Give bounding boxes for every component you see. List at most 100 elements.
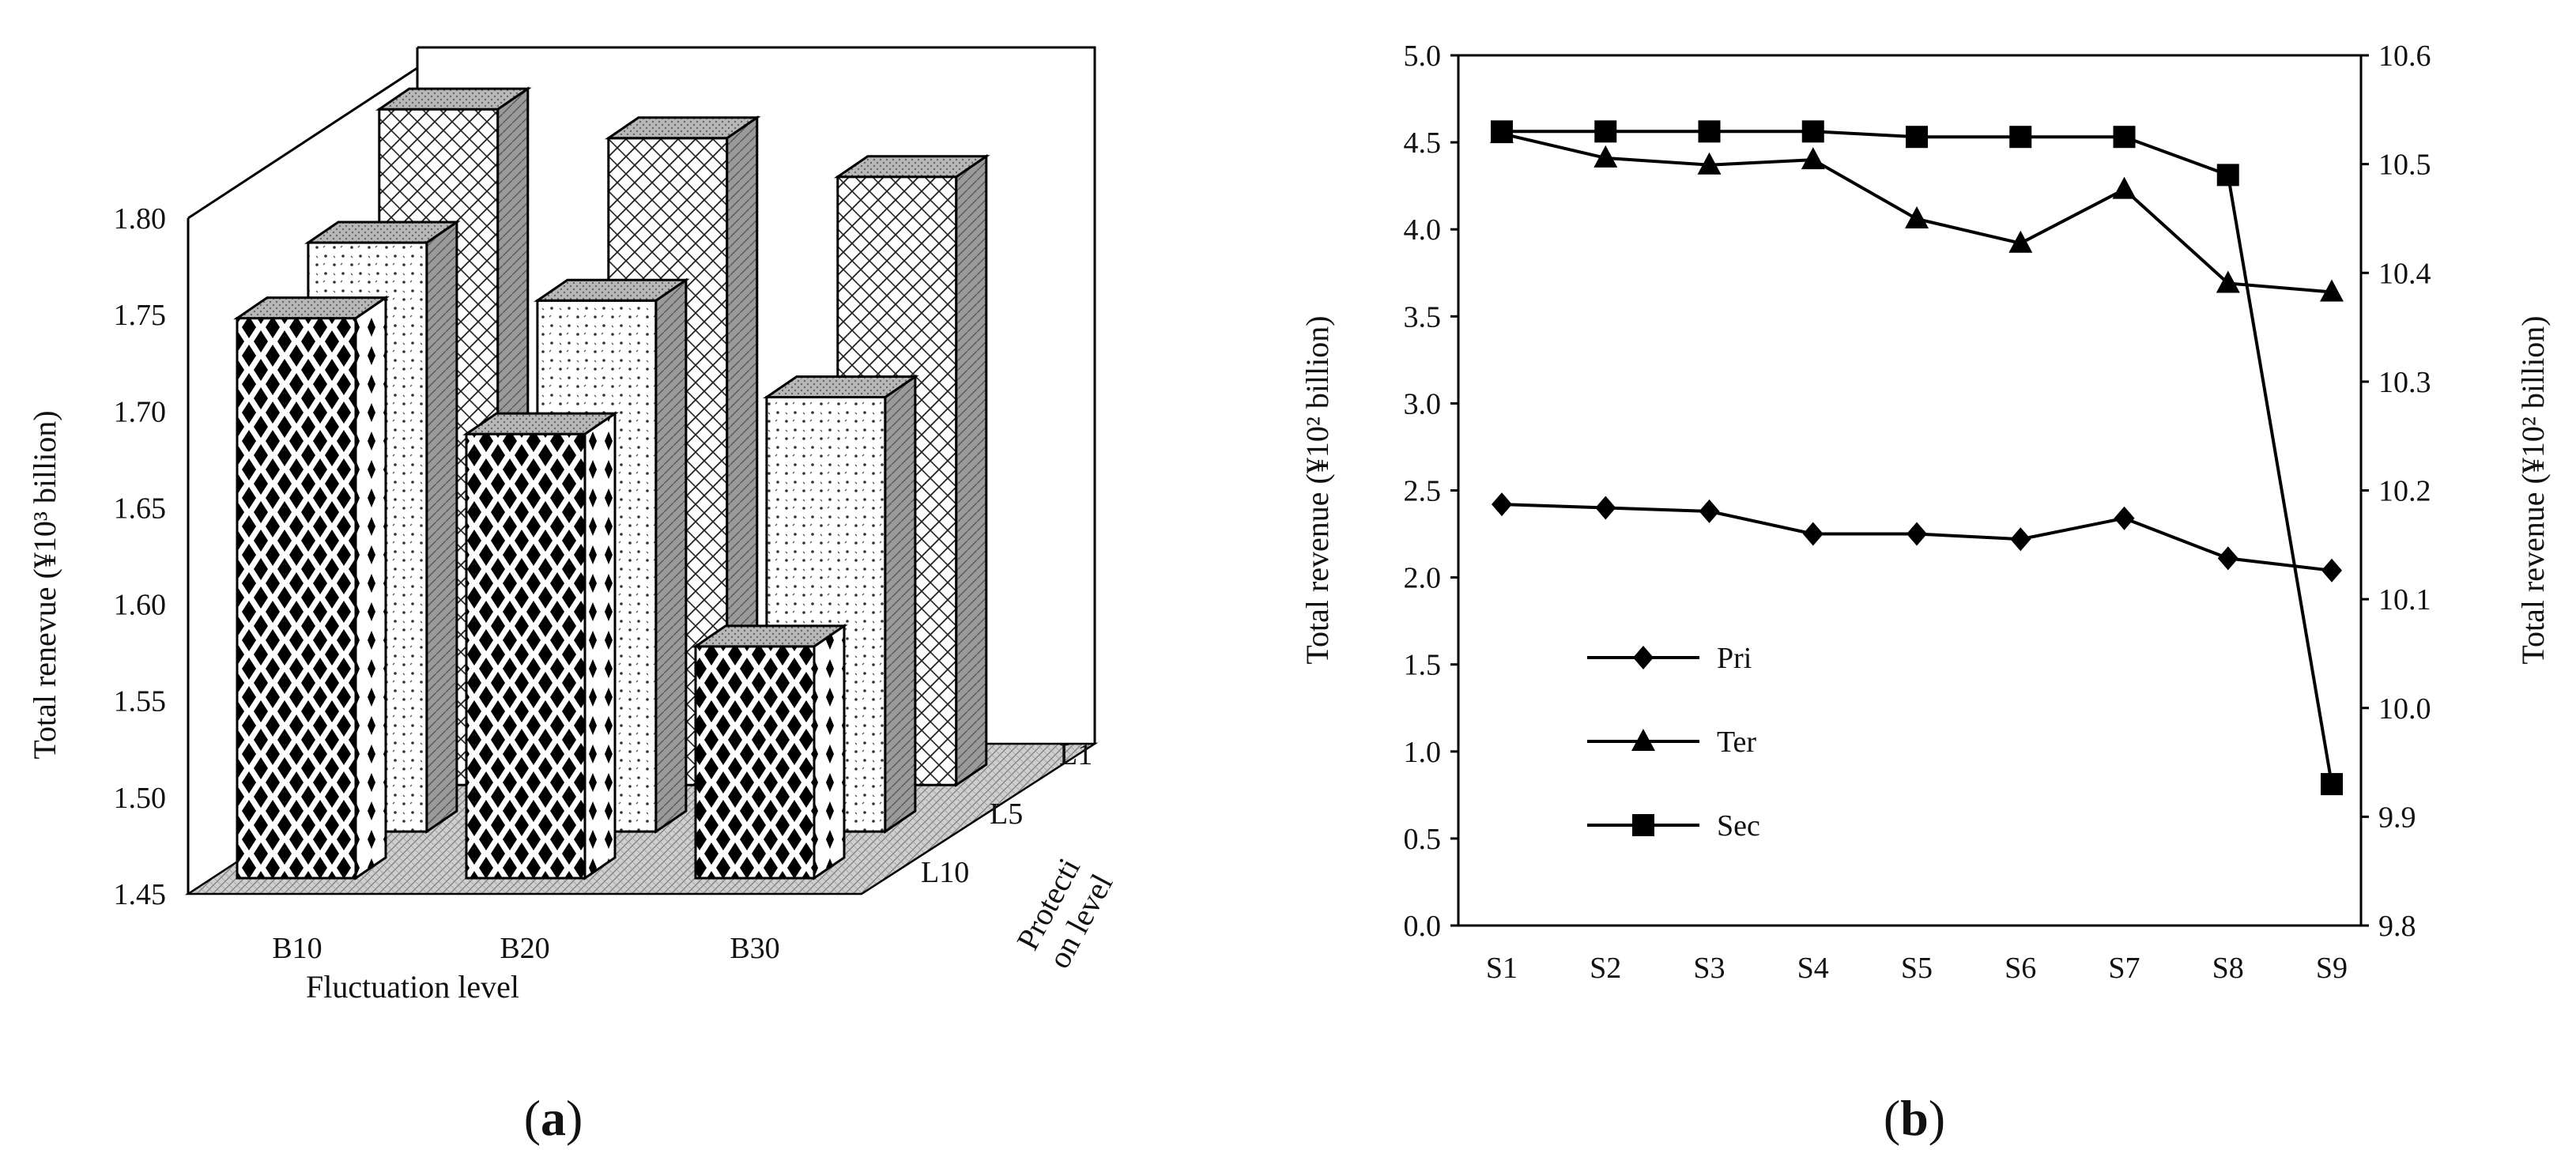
bar-front-face	[465, 432, 586, 880]
chart-b-left-tick-label: 2.5	[1404, 475, 1442, 508]
panel-label-a: (a)	[524, 1090, 583, 1146]
chart-a-y-tick-label: 1.50	[114, 782, 167, 815]
legend-swatch-marker	[1632, 814, 1654, 836]
series-sec-point-s4	[1801, 120, 1824, 143]
chart-a-x-tick-label: B20	[500, 932, 549, 965]
series-ter	[1490, 121, 2344, 302]
chart-b-right-tick-label: 10.2	[2378, 475, 2431, 508]
bar-L10-B30	[692, 624, 848, 880]
bar-side-face	[813, 624, 846, 880]
chart-a-depth-tick-label: L10	[921, 856, 969, 889]
series-sec-point-s7	[2113, 126, 2136, 149]
chart-a-x-axis-label: Fluctuation level	[306, 969, 519, 1005]
series-sec	[1491, 120, 2343, 796]
chart-b-left-tick-label: 4.0	[1404, 213, 1442, 247]
series-sec-point-s6	[2009, 126, 2032, 149]
legend-item-pri: Pri	[1587, 642, 1752, 675]
series-pri-point-s3	[1699, 499, 1720, 523]
legend-swatch-marker	[1633, 646, 1654, 669]
series-ter-point-s2	[1593, 145, 1618, 168]
series-pri-point-s1	[1492, 492, 1512, 517]
chart-b-left-tick-label: 4.5	[1404, 126, 1442, 160]
chart-a-y-tick-label: 1.70	[114, 395, 167, 428]
chart-b-right-tick-label: 10.3	[2378, 366, 2431, 399]
bar-top-face	[534, 278, 690, 302]
series-ter-point-s8	[2216, 270, 2240, 293]
bar-top-face	[833, 155, 990, 179]
chart-b-left-y-ticks: 0.0 0.5 1.0 1.5 2.0 2.5 3.0 3.5 4.0 4.5 5.0	[1404, 40, 1458, 943]
chart-b-left-tick-label: 2.0	[1404, 562, 1442, 595]
legend-item-ter: Ter	[1587, 726, 1756, 759]
series-sec-line	[1502, 130, 2333, 785]
chart-b-right-tick-label: 10.6	[2378, 40, 2431, 73]
chart-b-x-tick-label: S6	[2005, 952, 2036, 985]
series-ter-point-s3	[1697, 152, 1722, 175]
series-pri-point-s8	[2217, 546, 2238, 571]
chart-b-x-ticks: S1 S2 S3 S4 S5 S6 S7 S8 S9	[1486, 952, 2348, 985]
series-pri-point-s5	[1907, 522, 1927, 546]
bar-top-face	[763, 375, 919, 398]
chart-b-x-tick-label: S8	[2212, 952, 2244, 985]
chart-a-depth-tick-label: L5	[990, 797, 1023, 831]
series-ter-point-s4	[1801, 147, 1825, 170]
chart-a: 1.451.501.551.601.651.701.751.80 B10 B20 B…	[27, 46, 1120, 1005]
series-sec-point-s1	[1491, 120, 1513, 143]
bar-front-face	[236, 317, 357, 880]
series-pri-point-s2	[1595, 496, 1616, 520]
chart-b-left-y-axis-label: Total revenue (¥10² billion)	[1299, 315, 1335, 664]
series-sec-point-s3	[1698, 120, 1721, 143]
chart-b-right-tick-label: 10.5	[2378, 149, 2431, 182]
chart-b-right-y-axis-label: Total revenue (¥10² billion)	[2515, 315, 2551, 664]
chart-a-y-tick-label: 1.60	[114, 589, 167, 622]
chart-b-right-tick-label: 10.4	[2378, 257, 2431, 290]
chart-b-x-tick-label: S5	[1901, 952, 1933, 985]
series-pri	[1492, 492, 2342, 583]
chart-b-x-tick-label: S4	[1797, 952, 1829, 985]
chart-b-left-tick-label: 1.5	[1404, 649, 1442, 682]
chart-a-y-tick-label: 1.80	[114, 202, 167, 236]
legend-label: Sec	[1717, 809, 1760, 843]
bar-side-face	[955, 153, 988, 788]
bar-top-face	[304, 221, 461, 244]
chart-b-right-tick-label: 9.9	[2378, 801, 2416, 834]
chart-a-bars	[233, 86, 990, 880]
chart-b-right-y-ticks: 9.8 9.9 10.0 10.1 10.2 10.3 10.4 10.5 10.6	[2361, 40, 2431, 943]
chart-b-right-tick-label: 10.0	[2378, 692, 2431, 726]
legend-item-sec: Sec	[1587, 809, 1760, 843]
chart-a-y-ticks: 1.45 1.50 1.55 1.60 1.65 1.70 1.75 1.80	[114, 202, 167, 911]
bar-side-face	[884, 374, 917, 834]
bar-top-face	[604, 116, 761, 140]
bar-L10-B20	[462, 411, 619, 880]
bar-top-face	[692, 624, 848, 648]
bar-side-face	[654, 277, 688, 834]
series-sec-point-s9	[2321, 773, 2343, 796]
chart-b-left-tick-label: 3.5	[1404, 300, 1442, 334]
series-ter-point-s5	[1905, 206, 1929, 228]
chart-b-left-tick-label: 0.5	[1404, 823, 1442, 856]
series-pri-point-s7	[2114, 506, 2135, 530]
chart-a-depth-tick-label: L1	[1059, 738, 1092, 771]
bar-top-face	[462, 412, 619, 435]
bar-top-face	[233, 296, 390, 320]
series-pri-point-s6	[2010, 527, 2031, 552]
chart-b-left-tick-label: 3.0	[1404, 387, 1442, 420]
chart-b-left-tick-label: 1.0	[1404, 736, 1442, 769]
chart-a-depth-ticks: L10 L5 L1	[921, 738, 1092, 889]
bar-side-face	[425, 220, 458, 834]
legend-swatch-marker	[1631, 729, 1655, 751]
chart-a-x-ticks: B10 B20 B30	[272, 932, 779, 965]
bar-side-face	[583, 411, 617, 880]
chart-a-y-tick-label: 1.65	[114, 492, 167, 525]
legend-label: Pri	[1717, 642, 1752, 675]
series-sec-point-s8	[2216, 164, 2239, 187]
bar-front-face	[694, 645, 816, 880]
panel-a-letter: a	[541, 1090, 566, 1146]
chart-a-y-axis-label: Total renevue (¥10³ billion)	[27, 410, 62, 759]
chart-a-y-tick-label: 1.75	[114, 299, 167, 332]
chart-b-right-tick-label: 9.8	[2378, 910, 2416, 943]
chart-a-x-tick-label: B30	[730, 932, 779, 965]
series-ter-point-s9	[2320, 279, 2344, 302]
chart-a-y-tick-label: 1.55	[114, 685, 167, 718]
chart-b-x-tick-label: S1	[1486, 952, 1518, 985]
